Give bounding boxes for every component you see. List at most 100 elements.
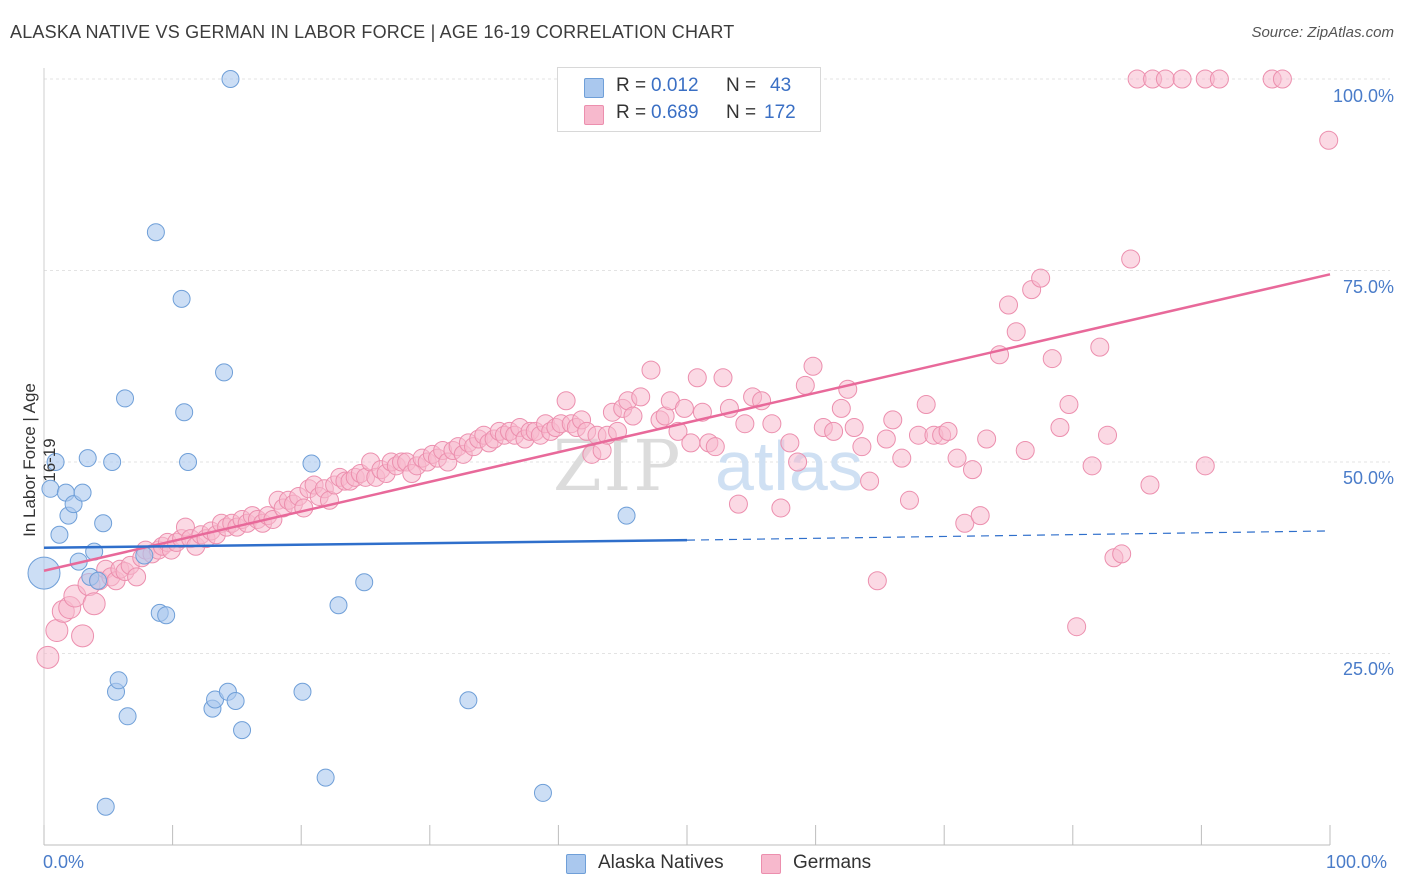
- alaska-native-point: [329, 596, 348, 615]
- german-point: [788, 452, 808, 472]
- german-point: [1015, 441, 1035, 461]
- alaska-native-point: [109, 671, 128, 690]
- alaska-native-point: [233, 721, 252, 740]
- german-point: [45, 619, 69, 643]
- legend-n-label: N =: [726, 75, 757, 96]
- german-point: [803, 356, 823, 376]
- german-point: [824, 421, 844, 441]
- alaska-native-point: [175, 403, 194, 422]
- german-point: [867, 571, 887, 591]
- alaska-native-point: [226, 691, 245, 710]
- german-point: [1090, 337, 1110, 357]
- german-point: [71, 624, 95, 648]
- alaska-native-point: [221, 70, 240, 88]
- alaska-native-point: [617, 506, 636, 525]
- bottom-legend-germans: Germans: [761, 850, 901, 878]
- legend-r-label: R =: [616, 75, 647, 96]
- y-axis-label: In Labor Force | Age 16-19: [20, 383, 59, 537]
- german-point: [1155, 69, 1175, 89]
- german-point: [876, 429, 896, 449]
- german-point: [1121, 249, 1141, 269]
- alaska-native-point: [355, 573, 374, 592]
- y-tick-50: 50.0%: [1342, 468, 1394, 488]
- german-point: [1098, 425, 1118, 445]
- german-point: [780, 433, 800, 453]
- alaska-native-point: [179, 453, 198, 471]
- alaska-native-point: [172, 289, 191, 308]
- german-point: [1172, 69, 1192, 89]
- german-point: [899, 490, 919, 510]
- bottom-legend-alaska: Alaska Natives: [566, 850, 746, 878]
- german-point: [831, 398, 851, 418]
- alaska-native-point: [27, 556, 61, 590]
- alaska-native-point: [146, 223, 165, 242]
- german-point: [713, 368, 733, 388]
- german-point: [687, 368, 707, 388]
- alaska-native-point: [73, 483, 92, 502]
- german-point: [641, 360, 661, 380]
- alaska-native-point: [116, 389, 135, 408]
- german-trend-line: [43, 273, 1331, 572]
- german-point: [705, 437, 725, 457]
- legend-n-value: 172: [764, 102, 796, 123]
- correlation-legend: R = 0.012 N = 43 R = 0.689 N = 172: [557, 67, 821, 132]
- german-point: [1082, 456, 1102, 476]
- german-point: [771, 498, 791, 518]
- alaska-native-point: [78, 449, 97, 468]
- german-point: [852, 437, 872, 457]
- alaska-native-point: [118, 707, 137, 726]
- german-point: [735, 414, 755, 434]
- german-point: [795, 375, 815, 395]
- german-point: [1319, 130, 1339, 150]
- german-point: [294, 498, 314, 518]
- alaska-native-point: [96, 797, 115, 816]
- german-point: [970, 506, 990, 526]
- bottom-legend-swatch-pink: [761, 854, 781, 874]
- german-point: [844, 418, 864, 438]
- x-tick-100: 100.0%: [1326, 852, 1388, 872]
- alaska-native-point: [50, 525, 69, 544]
- german-point: [728, 494, 748, 514]
- german-point: [82, 592, 106, 616]
- german-point: [947, 448, 967, 468]
- german-point: [916, 395, 936, 415]
- german-point: [883, 410, 903, 430]
- german-point: [556, 391, 576, 411]
- german-point: [999, 295, 1018, 315]
- alaska-native-point: [94, 514, 113, 533]
- chart-title: ALASKA NATIVE VS GERMAN IN LABOR FORCE |…: [10, 22, 735, 42]
- alaska-native-point: [302, 454, 321, 473]
- german-point: [762, 414, 782, 434]
- bottom-legend-label: Alaska Natives: [598, 852, 724, 873]
- source-label: Source: ZipAtlas.com: [1251, 24, 1394, 41]
- german-point: [608, 421, 628, 441]
- german-point: [955, 513, 975, 533]
- german-point: [674, 398, 694, 418]
- bottom-legend-label: Germans: [793, 852, 872, 873]
- bottom-legend-swatch-blue: [566, 854, 586, 874]
- german-point: [681, 433, 701, 453]
- y-tick-75: 75.0%: [1342, 277, 1394, 297]
- german-point: [1031, 268, 1051, 288]
- y-tick-100: 100.0%: [1332, 86, 1394, 106]
- alaska-native-point: [533, 783, 552, 802]
- legend-n-label: N =: [726, 102, 757, 123]
- legend-swatch-blue: [584, 78, 604, 98]
- german-point: [36, 645, 60, 669]
- german-point: [1195, 456, 1215, 476]
- alaska-native-point: [157, 606, 176, 625]
- alaska-native-point: [89, 571, 108, 590]
- alaska-native-point: [293, 682, 312, 701]
- alaska-native-trend-line: [43, 538, 688, 550]
- legend-r-label: R =: [616, 102, 647, 123]
- german-point: [1050, 418, 1070, 438]
- german-point: [631, 387, 651, 407]
- german-point: [892, 448, 912, 468]
- alaska-native-point: [316, 768, 335, 787]
- legend-r-value: 0.012: [651, 75, 699, 96]
- x-tick-0: 0.0%: [43, 852, 85, 872]
- german-point: [1042, 349, 1062, 369]
- german-point: [938, 421, 958, 441]
- alaska-native-point: [215, 363, 234, 382]
